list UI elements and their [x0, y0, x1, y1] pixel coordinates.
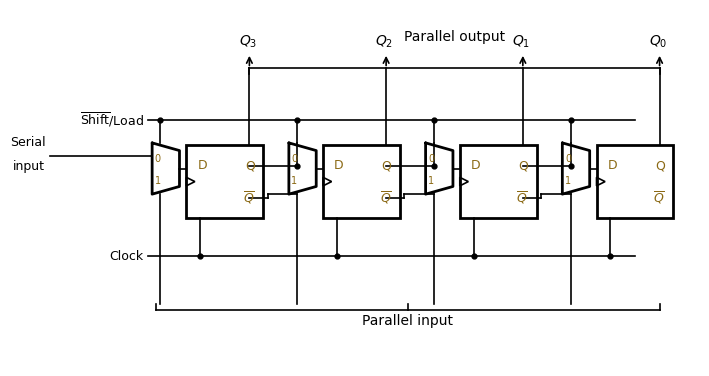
Text: $\overline{\rm Shift}$/Load: $\overline{\rm Shift}$/Load [79, 111, 144, 129]
Text: D: D [197, 159, 207, 172]
Text: Parallel input: Parallel input [362, 314, 454, 329]
Text: $Q_3$: $Q_3$ [238, 33, 257, 50]
Bar [596, 145, 674, 218]
Bar [459, 145, 537, 218]
Text: $Q_2$: $Q_2$ [375, 33, 393, 50]
Text: Q: Q [655, 159, 665, 172]
Text: Serial: Serial [10, 136, 45, 149]
Text: Q: Q [245, 159, 255, 172]
Text: Q: Q [518, 159, 528, 172]
Text: $\overline{Q}$: $\overline{Q}$ [653, 190, 665, 206]
Text: 1: 1 [428, 176, 435, 186]
Text: Q: Q [381, 159, 391, 172]
Bar [323, 145, 400, 218]
Text: D: D [334, 159, 344, 172]
Text: 0: 0 [428, 154, 435, 164]
Bar [186, 145, 263, 218]
Text: $Q_0$: $Q_0$ [649, 33, 667, 50]
Text: $\overline{Q}$: $\overline{Q}$ [379, 190, 391, 206]
Text: Parallel output: Parallel output [404, 30, 505, 44]
Text: input: input [13, 160, 45, 173]
Text: 0: 0 [565, 154, 571, 164]
Text: D: D [471, 159, 481, 172]
Text: 0: 0 [291, 154, 298, 164]
Text: $\overline{Q}$: $\overline{Q}$ [243, 190, 255, 206]
Text: $\overline{Q}$: $\overline{Q}$ [516, 190, 528, 206]
Text: $Q_1$: $Q_1$ [512, 33, 530, 50]
Text: Clock: Clock [109, 250, 144, 263]
Text: D: D [608, 159, 618, 172]
Text: 1: 1 [565, 176, 571, 186]
Text: 1: 1 [291, 176, 298, 186]
Text: 1: 1 [155, 176, 161, 186]
Text: 0: 0 [155, 154, 161, 164]
